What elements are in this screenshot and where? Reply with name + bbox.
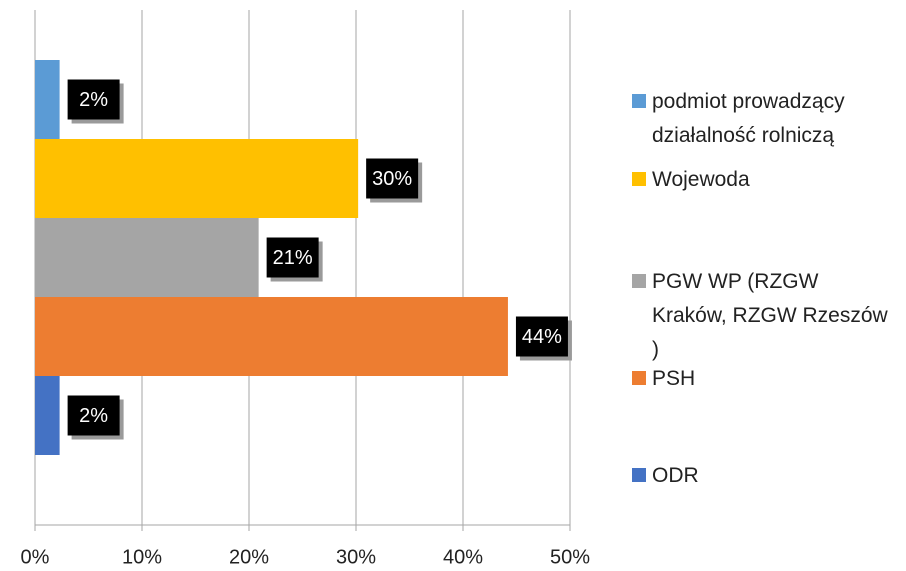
legend-label: Wojewoda bbox=[652, 168, 750, 191]
legend-label: ODR bbox=[652, 464, 699, 487]
data-label: 44% bbox=[522, 326, 562, 348]
legend-swatch bbox=[632, 274, 646, 288]
legend-label: PGW WP (RZGW Kraków, RZGW Rzeszów ) bbox=[652, 270, 888, 361]
legend-swatch bbox=[632, 94, 646, 108]
x-tick-label: 0% bbox=[21, 546, 50, 568]
data-label: 30% bbox=[372, 168, 412, 190]
data-label-box bbox=[67, 395, 120, 436]
legend-item: Wojewoda bbox=[632, 163, 894, 197]
legend-swatch bbox=[632, 371, 646, 385]
x-tick-label: 40% bbox=[443, 546, 483, 568]
legend-swatch bbox=[632, 172, 646, 186]
x-tick-label: 10% bbox=[122, 546, 162, 568]
data-label: 2% bbox=[79, 89, 108, 111]
bar bbox=[35, 376, 60, 455]
legend-item: PGW WP (RZGW Kraków, RZGW Rzeszów ) bbox=[632, 265, 894, 361]
bar bbox=[35, 297, 508, 376]
legend-label: PSH bbox=[652, 367, 696, 390]
legend-label: podmiot prowadzący działalność rolniczą bbox=[652, 90, 845, 147]
bar bbox=[35, 60, 60, 139]
data-label-box bbox=[366, 158, 419, 199]
data-label: 2% bbox=[79, 405, 108, 427]
x-tick-label: 20% bbox=[229, 546, 269, 568]
data-label-box bbox=[266, 237, 319, 278]
data-label-box bbox=[515, 316, 568, 357]
data-label: 21% bbox=[273, 247, 313, 269]
data-label-box bbox=[67, 79, 120, 120]
x-tick-label: 50% bbox=[550, 546, 590, 568]
legend-item: podmiot prowadzący działalność rolniczą bbox=[632, 85, 894, 147]
bar bbox=[35, 218, 259, 297]
legend-swatch bbox=[632, 468, 646, 482]
x-tick-label: 30% bbox=[336, 546, 376, 568]
bar bbox=[35, 139, 359, 218]
legend-item: PSH bbox=[632, 362, 894, 396]
legend-item: ODR bbox=[632, 459, 894, 493]
